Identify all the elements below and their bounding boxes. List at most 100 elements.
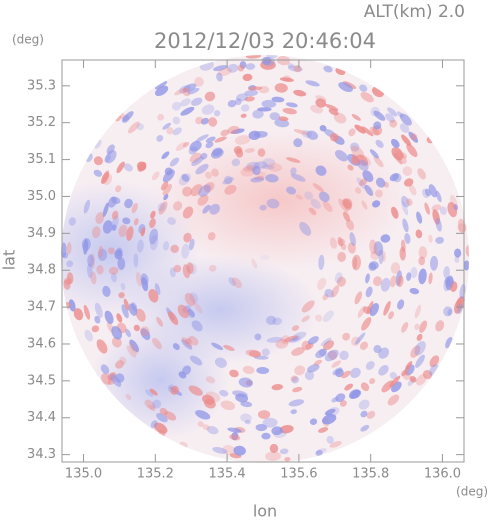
speckle-blob: [380, 234, 391, 243]
speckle-blob: [240, 401, 253, 408]
speckle-blob: [289, 337, 299, 343]
speckle-blob: [133, 253, 139, 268]
speckle-blob: [337, 238, 346, 246]
speckle-blob: [256, 367, 270, 374]
speckle-blob: [125, 394, 132, 400]
speckle-blob: [375, 189, 383, 198]
speckle-blob: [428, 184, 438, 198]
speckle-blob: [137, 239, 144, 253]
speckle-blob: [278, 116, 289, 122]
speckle-blob: [378, 347, 390, 359]
speckle-blob: [232, 390, 248, 398]
speckle-blob: [414, 304, 422, 319]
region: [150, 130, 410, 270]
speckle-blob: [435, 190, 442, 203]
speckle-blob: [401, 134, 412, 147]
speckle-blob: [339, 400, 347, 407]
speckle-blob: [94, 139, 102, 149]
speckle-blob: [227, 100, 237, 108]
speckle-blob: [104, 154, 111, 163]
speckle-blob: [238, 377, 253, 388]
speckle-blob: [244, 419, 251, 425]
speckle-blob: [210, 148, 224, 159]
speckle-blob: [439, 206, 447, 215]
speckle-blob: [156, 316, 164, 327]
speckle-blob: [428, 272, 433, 285]
speckle-blob: [429, 355, 440, 368]
speckle-blob: [272, 317, 282, 326]
speckle-blob: [257, 107, 272, 112]
speckle-blob: [94, 315, 101, 324]
speckle-blob: [171, 101, 182, 111]
speckle-blob: [305, 80, 320, 87]
speckle-blob: [128, 121, 140, 134]
speckle-blob: [116, 313, 123, 323]
speckle-blob: [324, 408, 336, 416]
speckle-blob: [390, 262, 401, 274]
speckle-blob: [120, 282, 126, 291]
speckle-blob: [66, 260, 74, 268]
speckle-blob: [152, 399, 162, 409]
speckle-blob: [181, 337, 193, 348]
speckle-blob: [158, 201, 168, 215]
speckle-blob: [259, 255, 270, 261]
speckle-blob: [370, 250, 380, 260]
speckle-blob: [350, 142, 360, 152]
speckle-blob: [354, 124, 366, 134]
speckle-blob: [323, 340, 335, 351]
speckle-blob: [121, 304, 129, 319]
y-tick-label: 34.7: [27, 300, 56, 315]
speckle-blob: [334, 150, 349, 162]
speckle-blob: [401, 195, 410, 208]
speckle-blob: [140, 328, 151, 341]
speckle-blob: [240, 104, 250, 112]
speckle-blob: [360, 410, 368, 418]
y-unit: (deg): [12, 33, 44, 47]
y-tick-label: 34.3: [27, 447, 56, 462]
speckle-blob: [269, 112, 280, 121]
speckle-blob: [389, 275, 397, 288]
speckle-blob: [237, 64, 245, 72]
speckle-blob: [154, 81, 168, 90]
speckle-blob: [102, 202, 109, 218]
speckle-blob: [360, 155, 371, 166]
speckle-blob: [111, 224, 117, 232]
speckle-blob: [402, 166, 413, 176]
speckle-blob: [189, 355, 203, 366]
speckle-blob: [178, 371, 187, 379]
speckle-blob: [334, 272, 343, 284]
speckle-blob: [183, 232, 192, 243]
speckle-blob: [266, 198, 280, 209]
speckle-blob: [265, 174, 279, 183]
speckle-blob: [267, 162, 283, 172]
speckle-blob: [414, 323, 420, 330]
speckle-blob: [286, 157, 301, 163]
speckle-blob: [435, 320, 445, 332]
speckle-blob: [149, 218, 156, 229]
speckle-blob: [182, 186, 193, 197]
speckle-blob: [365, 361, 375, 370]
speckle-blob: [136, 123, 144, 131]
speckle-blob: [341, 370, 351, 379]
speckle-blob: [338, 82, 353, 93]
speckle-blob: [355, 187, 362, 194]
speckle-blob: [262, 417, 278, 428]
speckle-blob: [373, 110, 386, 121]
speckle-blob: [204, 398, 216, 409]
speckle-blob: [197, 194, 209, 206]
speckle-blob: [244, 148, 255, 153]
speckle-blob: [224, 175, 233, 185]
speckle-blob: [116, 161, 125, 174]
speckle-blob: [227, 427, 242, 433]
speckle-blob: [310, 198, 321, 209]
speckle-blob: [350, 367, 361, 379]
speckle-blob: [323, 65, 333, 73]
x-tick-label: 135.4: [208, 467, 245, 482]
speckle-blob: [157, 202, 166, 212]
speckle-blob: [107, 247, 115, 255]
speckle-blob: [181, 339, 193, 350]
speckle-blob: [269, 443, 279, 453]
speckle-blob: [299, 221, 312, 236]
speckle-blob: [347, 164, 354, 171]
speckle-blob: [369, 239, 378, 255]
